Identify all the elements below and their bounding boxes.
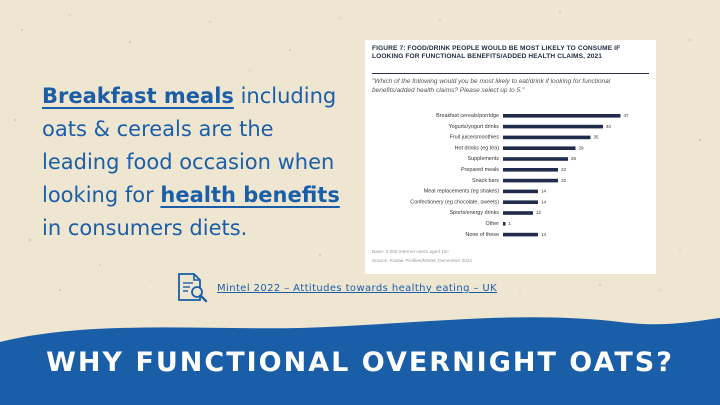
bar-value-label: 12 <box>536 210 542 215</box>
bar-category-label: Confectionery (eg chocolate, sweets) <box>410 199 499 205</box>
bar-category-label: Meal replacements (eg shakes) <box>424 189 499 195</box>
bar-category-label: Snack bars <box>472 178 499 184</box>
bar <box>503 200 538 204</box>
bar-value-label: 1 <box>509 221 512 226</box>
bar <box>503 178 558 183</box>
bar-category-label: Breakfast cereals/porridge <box>436 113 499 119</box>
bar <box>503 124 603 129</box>
bar-value-label: 14 <box>541 199 547 204</box>
bar-value-label: 29 <box>579 145 585 150</box>
bar <box>503 189 538 194</box>
bar-category-label: Sports/energy drinks <box>450 210 500 216</box>
bar-value-label: 47 <box>624 113 630 118</box>
bar <box>503 135 591 140</box>
bar-value-label: 26 <box>571 156 577 161</box>
bar <box>503 157 568 161</box>
headline-emphasis-breakfast: Breakfast meals <box>42 84 234 108</box>
bar-category-label: Prepared meals <box>461 167 499 173</box>
bar-category-label: Fruit juice/smoothies <box>450 135 500 141</box>
chart-card: FIGURE 7: FOOD/DRINK PEOPLE WOULD BE MOS… <box>365 40 656 274</box>
headline-text: including oats & cereals are the leading… <box>42 84 337 207</box>
bar <box>503 168 558 172</box>
bar-value-label: 14 <box>541 189 547 194</box>
bar-value-label: 14 <box>541 232 547 237</box>
bar-category-label: Supplements <box>468 156 500 162</box>
bar <box>503 114 621 118</box>
document-search-icon <box>178 273 208 303</box>
source-citation: Mintel 2022 – Attitudes towards healthy … <box>175 272 497 304</box>
headline-text-end: in consumers diets. <box>42 216 248 240</box>
headline: Breakfast meals including oats & cereals… <box>42 80 352 245</box>
headline-emphasis-health: health benefits <box>160 183 340 207</box>
bar-category-label: None of these <box>465 232 499 238</box>
source-link[interactable]: Mintel 2022 – Attitudes towards healthy … <box>217 282 498 294</box>
bar <box>503 146 576 150</box>
chart-base-note: Base: 2,000 internet users aged 16+ <box>372 250 450 255</box>
bar-value-label: 40 <box>606 124 612 129</box>
bar-value-label: 22 <box>561 167 567 172</box>
chart-divider <box>372 73 649 74</box>
bar <box>503 211 533 215</box>
banner-title: WHY FUNCTIONAL OVERNIGHT OATS? <box>46 347 674 378</box>
bar <box>503 232 538 237</box>
chart-title: FIGURE 7: FOOD/DRINK PEOPLE WOULD BE MOS… <box>372 45 621 61</box>
banner-wave <box>0 317 720 405</box>
bar-chart: Breakfast cereals/porridge 47 Yogurts/yogu… <box>410 113 630 238</box>
bar-value-label: 22 <box>561 178 567 183</box>
chart-subtitle: "Which of the following would you be mos… <box>372 78 611 94</box>
bar-value-label: 35 <box>594 135 600 140</box>
bar <box>503 222 506 226</box>
bar-category-label: Other <box>486 221 500 227</box>
chart-source-note: Source: Kantar Profiles/Mintel, December… <box>372 259 473 264</box>
bar-category-label: Yogurts/yogurt drinks <box>449 124 500 130</box>
bar-category-label: Hot drinks (eg tea) <box>455 145 500 151</box>
